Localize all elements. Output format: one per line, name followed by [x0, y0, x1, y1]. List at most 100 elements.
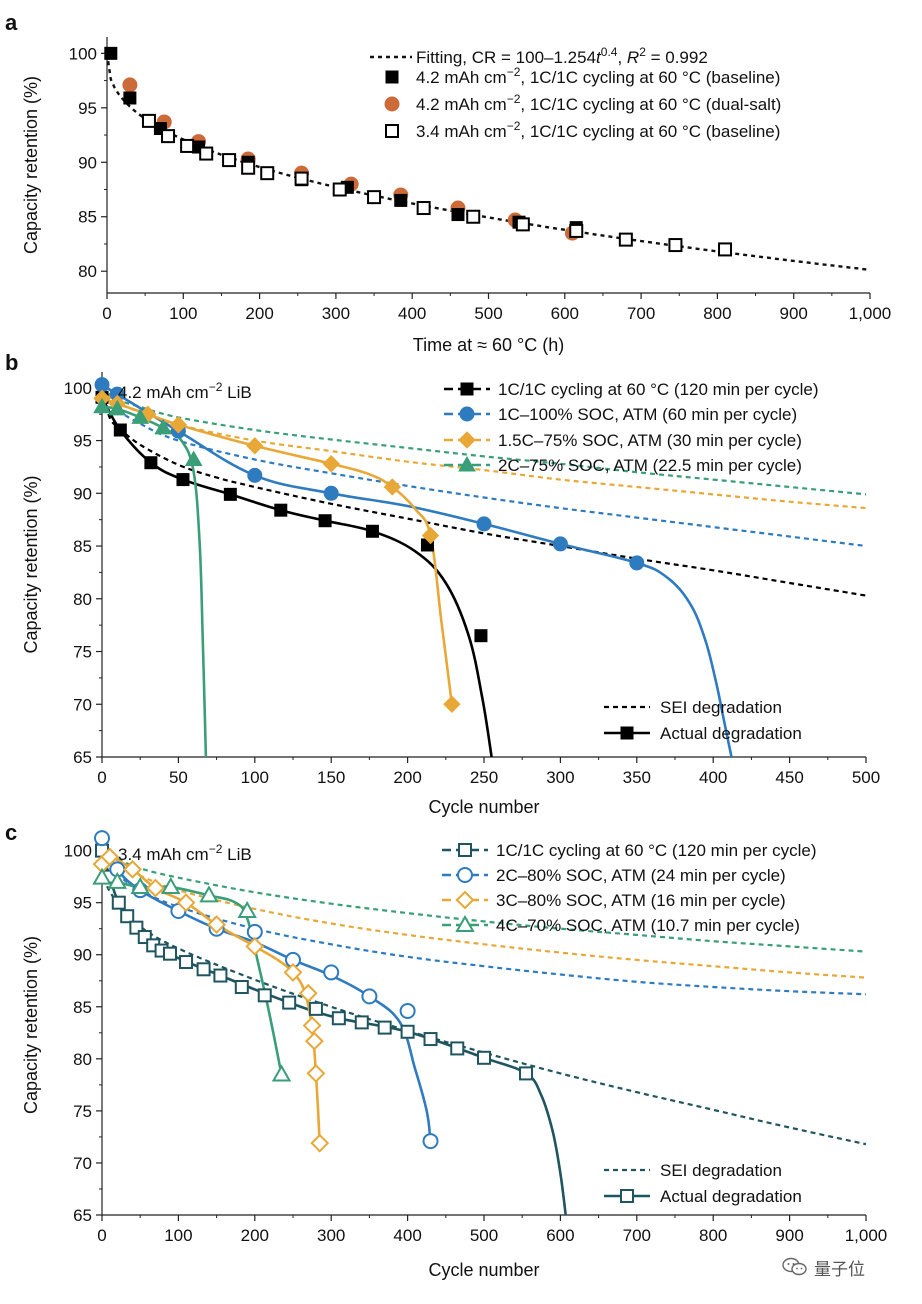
- data-point-series-0: [477, 1050, 491, 1065]
- y-axis-label: Capacity retention (%): [21, 76, 41, 254]
- data-point-series-2: [169, 416, 188, 434]
- legend-swatch-baseline34: [385, 124, 399, 138]
- y-tick-label: 100: [64, 842, 92, 861]
- x-tick-label: 100: [164, 1226, 192, 1245]
- data-point-series-0: [474, 629, 488, 643]
- legend-fit-label: Fitting, CR = 100–1.254t0.4, R2 = 0.992: [416, 45, 708, 67]
- data-point-series-1: [323, 485, 339, 501]
- x-tick-label: 0: [97, 1226, 106, 1245]
- data-point-baseline34: [332, 182, 347, 197]
- data-point-series-1: [476, 516, 492, 532]
- legend-label-1: 2C–80% SOC, ATM (24 min per cycle): [496, 866, 786, 885]
- panel-c: 0 100 200 300 400 500 600 700 800 900 1,000 65 70 75 8…: [5, 820, 887, 1280]
- data-point-series-2: [306, 1063, 326, 1083]
- sei-line-3: [102, 386, 867, 496]
- data-point-series-0: [144, 456, 158, 470]
- data-point-baseline34: [161, 129, 176, 144]
- data-point-series-2: [383, 478, 402, 496]
- x-axis-label: Cycle number: [428, 1260, 539, 1280]
- legend-swatch-baseline42: [385, 70, 399, 84]
- data-point-series-3: [131, 408, 150, 424]
- y-tick-label: 95: [73, 894, 92, 913]
- legend-label-dual: 4.2 mAh cm−2, 1C/1C cycling at 60 °C (du…: [416, 92, 781, 114]
- panel-annotation: 3.4 mAh cm−2 LiB: [118, 842, 252, 864]
- legend: Fitting, CR = 100–1.254t0.4, R2 = 0.992 4…: [370, 45, 781, 141]
- legend-actual-marker: [620, 1189, 634, 1203]
- x-tick-label: 150: [317, 768, 345, 787]
- legend-label-2: 1.5C–75% SOC, ATM (30 min per cycle): [498, 431, 802, 450]
- data-point-baseline42: [451, 208, 465, 222]
- data-point-series-3: [108, 399, 127, 416]
- x-tick-label: 500: [852, 768, 880, 787]
- legend-label-3: 4C–70% SOC, ATM (10.7 min per cycle): [496, 916, 800, 935]
- x-tick-label: 500: [474, 304, 502, 323]
- legend-sei-label: SEI degradation: [660, 1161, 782, 1180]
- legend: 1C/1C cycling at 60 °C (120 min per cycl…: [442, 841, 816, 935]
- data-point-series-0: [318, 514, 332, 528]
- panel-a: 0 100 200 300 400 500 600 700 800 900 1,000 80 85 90 9…: [5, 10, 891, 355]
- y-tick-label: 90: [78, 153, 97, 172]
- data-point-series-0: [179, 955, 194, 970]
- data-point-series-2: [176, 893, 196, 913]
- data-point-series-0: [257, 988, 272, 1003]
- data-point-baseline42: [394, 193, 408, 207]
- data-point-series-2: [283, 963, 303, 982]
- data-point-series-2: [207, 915, 227, 934]
- data-point-series-2: [245, 936, 265, 956]
- sei-line-0: [102, 850, 867, 1146]
- data-point-series-3: [199, 885, 219, 903]
- panel-annotation: 4.2 mAh cm−2 LiB: [118, 380, 252, 402]
- data-point-series-0: [365, 524, 379, 538]
- data-point-series-3: [271, 1064, 292, 1082]
- data-point-series-0: [223, 487, 237, 501]
- sei-line-0: [102, 387, 867, 597]
- y-axis-label: Capacity retention (%): [21, 936, 41, 1114]
- y-tick-label: 65: [73, 1206, 92, 1225]
- watermark-text: 量子位: [814, 1259, 865, 1280]
- data-point-series-1: [247, 467, 263, 483]
- data-point-series-0: [111, 895, 126, 910]
- x-tick-label: 200: [245, 304, 273, 323]
- actual-line-3: [102, 405, 208, 757]
- data-point-series-2: [322, 455, 340, 473]
- y-tick-label: 85: [73, 998, 92, 1017]
- data-point-series-0: [274, 503, 288, 517]
- data-point-series-3: [92, 867, 112, 885]
- x-tick-label: 600: [546, 1226, 574, 1245]
- data-point-series-0: [176, 473, 190, 487]
- x-axis-label: Cycle number: [428, 797, 539, 817]
- data-point-baseline34: [618, 232, 633, 247]
- data-point-series-0: [377, 1020, 392, 1035]
- data-point-series-2: [304, 1031, 324, 1051]
- data-point-series-0: [331, 1011, 346, 1026]
- data-point-series-0: [113, 423, 127, 437]
- data-point-series-2: [443, 695, 461, 713]
- y-tick-label: 80: [73, 1050, 92, 1069]
- legend-marker-1: [459, 406, 475, 422]
- legend-label-baseline34: 3.4 mAh cm−2, 1C/1C cycling at 60 °C (ba…: [416, 119, 780, 141]
- x-tick-label: 50: [169, 768, 188, 787]
- x-axis-label: Time at ≈ 60 °C (h): [413, 335, 564, 355]
- data-point-baseline34: [180, 138, 195, 153]
- x-tick-label: 400: [398, 304, 426, 323]
- data-point-baseline42: [104, 46, 118, 60]
- x-tick-label: 400: [393, 1226, 421, 1245]
- data-point-series-0: [282, 995, 297, 1010]
- x-tick-label: 900: [775, 1226, 803, 1245]
- x-tick-label: 800: [703, 304, 731, 323]
- y-tick-label: 90: [73, 484, 92, 503]
- data-point-series-1: [422, 1133, 439, 1150]
- data-point-series-2: [421, 526, 440, 545]
- data-point-baseline34: [222, 153, 237, 168]
- data-point-series-0: [400, 1024, 415, 1039]
- data-point-series-2: [246, 437, 264, 455]
- x-tick-label: 300: [317, 1226, 345, 1245]
- data-point-series-0: [450, 1041, 465, 1056]
- y-tick-label: 85: [78, 208, 97, 227]
- legend-swatch-dual: [384, 96, 400, 112]
- x-tick-label: 300: [322, 304, 350, 323]
- y-tick-label: 90: [73, 946, 92, 965]
- x-tick-label: 250: [470, 768, 498, 787]
- legend-marker-0: [460, 382, 474, 396]
